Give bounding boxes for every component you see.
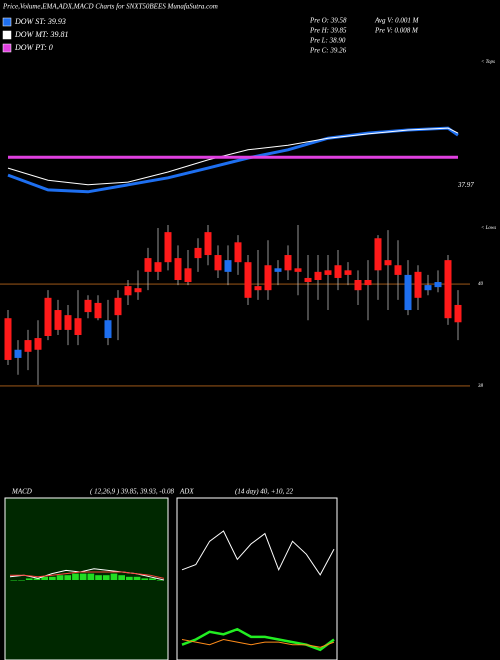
candle-body [14,349,22,358]
candle-body [174,258,182,280]
histogram-bar [102,575,110,580]
pre-high: Pre H: 39.85 [309,27,347,35]
candle-body [94,302,102,319]
candle-body [84,299,92,313]
candle-body [114,297,122,316]
macd-params: ( 12,26,9 ) 39.85, 39.93, -0.08 [90,488,174,496]
candle-body [4,318,12,360]
pre-close: Pre C: 39.26 [309,47,347,55]
candle-body [304,277,312,283]
legend-swatch [2,17,12,27]
histogram-bar [49,576,56,580]
adx-title: ADX [179,488,194,496]
y-tick-label: 38 [478,384,484,389]
histogram-bar [141,578,149,580]
histogram-bar [33,578,41,580]
histogram-bar [149,578,156,580]
histogram-bar [87,573,95,580]
legend-label: DOW PT: 0 [14,43,53,52]
series-line [181,638,335,648]
macd-title: MACD [11,488,32,496]
chart-title: Price,Volume,EMA,ADX,MACD Charts for SNX… [2,3,218,11]
legend-swatch [2,30,12,40]
candle-body [414,271,422,298]
candle-body [314,271,322,280]
candle-body [284,255,292,271]
candle-body [154,262,162,272]
legend-label: DOW MT: 39.81 [14,30,69,39]
candle-body [34,338,42,350]
histogram-bar [56,575,64,580]
candle-body [74,318,82,335]
pre-low: Pre L: 38.90 [309,37,346,45]
candle-body [64,315,72,330]
histogram-bar [133,576,141,580]
candle-body [294,268,302,272]
price-label: 37.97 [457,181,474,189]
candle-body [254,286,262,291]
candle-body [434,282,442,288]
histogram-bar [118,575,125,580]
candle-body [454,304,462,323]
histogram-bar [126,576,133,580]
candle-body [214,255,222,271]
candle-body [144,258,152,272]
candle-body [424,285,432,291]
series-line [181,530,335,576]
candle-body [44,297,52,337]
candle-body [54,310,62,330]
histogram-bar [10,580,18,581]
candle-body [244,262,252,298]
adx-panel [176,497,338,660]
candle-body [444,260,452,319]
histogram-bar [64,575,72,580]
candle-body [24,340,32,352]
candle-body [364,280,372,286]
candle-body [234,242,242,263]
candle-body [124,286,132,296]
candle-body [374,238,382,271]
candle-body [104,320,112,339]
candle-body [344,270,352,275]
tops-label: < Tops [481,60,495,65]
histogram-bar [18,580,25,581]
avg-volume: Avg V: 0.001 M [374,17,420,25]
histogram-bar [79,573,87,580]
candle-body [194,247,202,259]
histogram-bar [25,578,33,580]
series-line [7,127,459,186]
candle-body [324,270,332,275]
legend-label: DOW ST: 39.93 [14,17,66,26]
candle-body [394,265,402,275]
candle-body [264,265,272,291]
candle-body [134,288,142,293]
candle-body [164,232,172,263]
candle-body [384,260,392,266]
histogram-bar [95,575,102,580]
candle-body [224,260,232,272]
y-tick-label: 40 [478,282,484,287]
lows-label: < Lows [481,226,496,231]
candle-body [354,280,362,291]
candle-body [274,268,282,272]
histogram-bar [41,576,48,580]
histogram-bar [156,580,164,581]
adx-params: (14 day) 40, +10, 22 [235,488,293,496]
histogram-bar [110,573,118,580]
candle-body [184,268,192,283]
legend-swatch [2,43,12,53]
candle-body [404,274,412,311]
histogram-bar [72,573,79,580]
series-line [10,571,165,579]
candle-body [334,265,342,278]
pre-volume: Pre V: 0.008 M [374,27,419,35]
candle-body [204,232,212,256]
pre-open: Pre O: 39.58 [309,17,347,25]
